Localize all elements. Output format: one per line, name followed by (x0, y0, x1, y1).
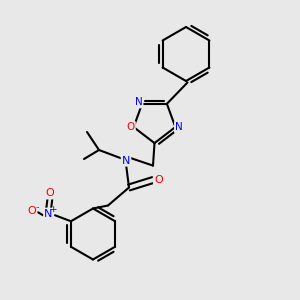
Text: O: O (154, 175, 163, 185)
Text: N: N (175, 122, 183, 132)
Text: O: O (28, 206, 36, 216)
Text: N: N (44, 209, 52, 219)
Text: +: + (50, 205, 57, 214)
Text: O: O (46, 188, 54, 198)
Text: -: - (36, 202, 39, 212)
Text: O: O (127, 122, 135, 132)
Text: N: N (135, 97, 142, 107)
Text: N: N (122, 155, 130, 166)
